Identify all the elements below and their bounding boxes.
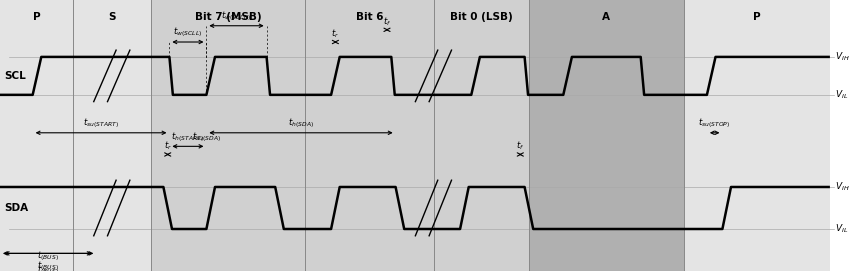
Text: $t_{h(SDA)}$: $t_{h(SDA)}$ [288,116,314,130]
Bar [73,0,150,271]
Text: $t_{(BUS)}$: $t_{(BUS)}$ [37,259,59,271]
Text: $t_{(BUS)}$: $t_{(BUS)}$ [37,263,59,271]
Text: P: P [753,12,760,22]
Text: $t_f$: $t_f$ [516,139,525,152]
Text: $V_{IL}$: $V_{IL}$ [835,223,848,235]
Text: $t_r$: $t_r$ [331,27,340,40]
Bar [684,0,830,271]
Text: Bit 6: Bit 6 [356,12,384,22]
Text: $V_{IH}$: $V_{IH}$ [835,181,850,193]
Text: $t_{(BUS)}$: $t_{(BUS)}$ [37,249,59,263]
Bar [830,0,860,271]
Text: A: A [602,12,611,22]
Bar [434,0,529,271]
Text: Bit 0 (LSB): Bit 0 (LSB) [451,12,513,22]
Text: $V_{IL}$: $V_{IL}$ [835,89,848,101]
Text: $t_{su(SDA)}$: $t_{su(SDA)}$ [192,130,221,144]
Bar [0,0,73,271]
Text: P: P [33,12,40,22]
Bar [150,0,305,271]
Text: $t_{w(SCLH)}$: $t_{w(SCLH)}$ [221,9,252,23]
Text: $t_{h(START)}$: $t_{h(START)}$ [171,130,205,144]
Text: SCL: SCL [4,71,26,81]
Text: S: S [108,12,115,22]
Text: $V_{IH}$: $V_{IH}$ [835,51,850,63]
Text: SDA: SDA [4,203,28,213]
Text: $t_{su(STOP)}$: $t_{su(STOP)}$ [698,116,731,130]
Bar [529,0,684,271]
Text: Bit 7 (MSB): Bit 7 (MSB) [194,12,261,22]
Text: $t_{su(START)}$: $t_{su(START)}$ [83,116,119,130]
Text: $t_{w(SCLL)}$: $t_{w(SCLL)}$ [173,25,203,39]
Text: $t_r$: $t_r$ [163,139,172,152]
Text: $t_f$: $t_f$ [383,15,391,28]
Bar [305,0,434,271]
